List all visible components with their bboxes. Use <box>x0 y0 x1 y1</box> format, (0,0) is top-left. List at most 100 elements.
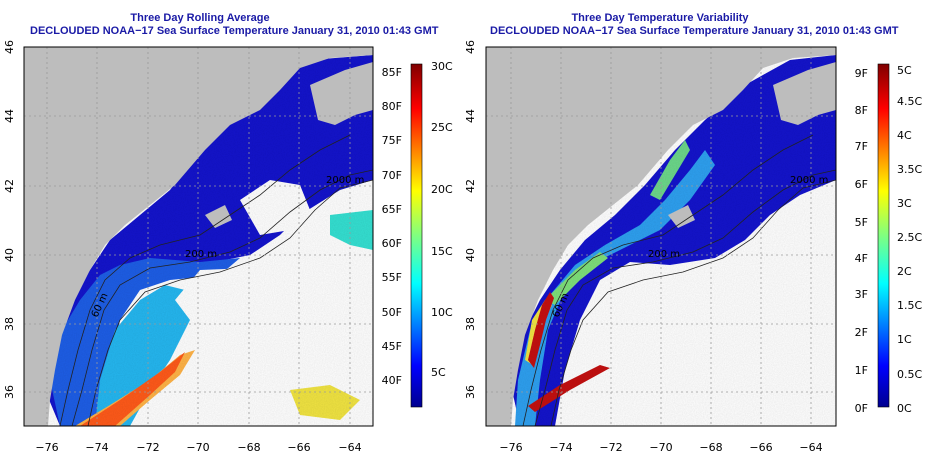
left-cb-c-label: 30C <box>431 60 453 73</box>
right-land-capecod <box>668 205 695 228</box>
left-land <box>24 47 373 426</box>
left-x-axis: −76 −74 −72 −70 −68 −66 −64 <box>35 441 361 454</box>
left-contour-2000m <box>87 179 373 426</box>
right-x-tick: −76 <box>499 441 522 454</box>
right-y-tick: 40 <box>464 248 477 262</box>
left-cb-f-label: 75F <box>382 134 402 147</box>
right-cb-c-label: 4C <box>897 129 912 142</box>
right-x-tick: −74 <box>549 441 572 454</box>
right-contour-label-200: 200 m <box>648 249 680 260</box>
left-x-tick: −72 <box>136 441 159 454</box>
right-x-tick: −72 <box>599 441 622 454</box>
left-x-tick: −64 <box>338 441 361 454</box>
left-contour-label-200: 200 m <box>185 249 217 260</box>
left-cb-c-label: 10C <box>431 306 453 319</box>
right-y-tick: 38 <box>464 317 477 331</box>
right-cb-f-label: 5F <box>855 216 868 229</box>
left-y-tick: 44 <box>3 109 16 123</box>
left-cb-f-label: 65F <box>382 203 402 216</box>
left-cb-f-label: 50F <box>382 306 402 319</box>
right-y-tick: 36 <box>464 385 477 399</box>
right-cb-c-label: 2.5C <box>897 231 922 244</box>
right-contour-200m <box>534 169 836 426</box>
right-land-novascotia <box>773 62 836 125</box>
left-title: Three Day Rolling Average DECLOUDED NOAA… <box>30 12 439 38</box>
left-cb-c-label: 25C <box>431 121 453 134</box>
right-cb-f-label: 6F <box>855 178 868 191</box>
left-map <box>24 47 373 426</box>
right-colorbar-f-labels: 0F 1F 2F 3F 4F 5F 6F 7F 8F 9F <box>855 67 868 415</box>
right-x-axis: −76 −74 −72 −70 −68 −66 −64 <box>499 441 822 454</box>
right-land <box>486 47 836 426</box>
left-land-capecod <box>205 205 232 228</box>
right-cb-c-label: 0C <box>897 402 912 415</box>
right-cb-c-label: 1C <box>897 333 912 346</box>
left-contour-60m <box>59 134 351 426</box>
right-y-axis: 36 38 40 42 44 46 <box>464 40 477 399</box>
left-contour-label-2000: 2000 m <box>326 175 364 186</box>
right-title-line1: Three Day Temperature Variability <box>571 12 749 24</box>
right-cb-c-label: 4.5C <box>897 95 922 108</box>
left-y-axis: 36 38 40 42 44 46 <box>3 40 16 399</box>
right-y-tick: 46 <box>464 40 477 54</box>
right-x-tick: −68 <box>699 441 722 454</box>
right-cb-c-label: 1.5C <box>897 299 922 312</box>
right-cb-f-label: 8F <box>855 104 868 117</box>
right-map-frame <box>485 46 837 427</box>
left-y-tick: 46 <box>3 40 16 54</box>
left-cb-f-label: 80F <box>382 100 402 113</box>
right-cb-f-label: 0F <box>855 402 868 415</box>
left-grid <box>24 47 373 426</box>
left-x-tick: −76 <box>35 441 58 454</box>
left-x-tick: −74 <box>85 441 108 454</box>
right-x-tick: −64 <box>799 441 822 454</box>
left-colorbar-ramp <box>410 63 423 408</box>
left-y-tick: 38 <box>3 317 16 331</box>
left-colorbar-f-labels: 40F 45F 50F 55F 60F 65F 70F 75F 80F 85F <box>382 66 402 387</box>
left-land-novascotia <box>310 62 373 125</box>
left-x-tick: −68 <box>237 441 260 454</box>
right-y-tick: 44 <box>464 109 477 123</box>
right-contour-60m <box>522 134 814 426</box>
left-x-tick: −70 <box>186 441 209 454</box>
left-x-tick: −66 <box>287 441 310 454</box>
right-x-tick: −70 <box>649 441 672 454</box>
left-cb-c-label: 15C <box>431 245 453 258</box>
left-cb-f-label: 55F <box>382 271 402 284</box>
right-cb-f-label: 1F <box>855 364 868 377</box>
right-cb-c-label: 0.5C <box>897 368 922 381</box>
left-y-tick: 40 <box>3 248 16 262</box>
right-colorbar-ramp <box>877 63 890 408</box>
right-y-tick: 42 <box>464 179 477 193</box>
left-cb-c-label: 20C <box>431 183 453 196</box>
left-cb-f-label: 45F <box>382 340 402 353</box>
right-map <box>486 47 836 426</box>
left-colorbar-c-labels: 5C 10C 15C 20C 25C 30C <box>431 60 453 379</box>
right-title-line2: DECLOUDED NOAA−17 Sea Surface Temperatur… <box>490 25 899 37</box>
right-x-tick: −66 <box>749 441 772 454</box>
left-y-tick: 36 <box>3 385 16 399</box>
right-title: Three Day Temperature Variability DECLOU… <box>490 12 899 38</box>
right-cb-f-label: 2F <box>855 326 868 339</box>
left-y-tick: 42 <box>3 179 16 193</box>
left-title-line2: DECLOUDED NOAA−17 Sea Surface Temperatur… <box>30 25 439 37</box>
right-grid <box>486 47 836 426</box>
right-cb-c-label: 3.5C <box>897 163 922 176</box>
right-cb-c-label: 2C <box>897 265 912 278</box>
left-cb-f-label: 70F <box>382 169 402 182</box>
right-colorbar: 0F 1F 2F 3F 4F 5F 6F 7F 8F 9F 0C 0.5C 1C… <box>855 63 922 415</box>
left-cb-f-label: 60F <box>382 237 402 250</box>
right-contour-label-2000: 2000 m <box>790 175 828 186</box>
right-cb-f-label: 4F <box>855 252 868 265</box>
right-cb-c-label: 5C <box>897 64 912 77</box>
right-cb-f-label: 7F <box>855 140 868 153</box>
left-contour-200m <box>71 169 373 426</box>
right-contour-2000m <box>550 179 836 426</box>
left-cb-c-label: 5C <box>431 366 446 379</box>
right-colorbar-c-labels: 0C 0.5C 1C 1.5C 2C 2.5C 3C 3.5C 4C 4.5C … <box>897 64 922 415</box>
left-cb-f-label: 85F <box>382 66 402 79</box>
left-map-frame <box>23 46 374 427</box>
left-colorbar: 40F 45F 50F 55F 60F 65F 70F 75F 80F 85F … <box>382 60 453 408</box>
right-cb-f-label: 3F <box>855 288 868 301</box>
